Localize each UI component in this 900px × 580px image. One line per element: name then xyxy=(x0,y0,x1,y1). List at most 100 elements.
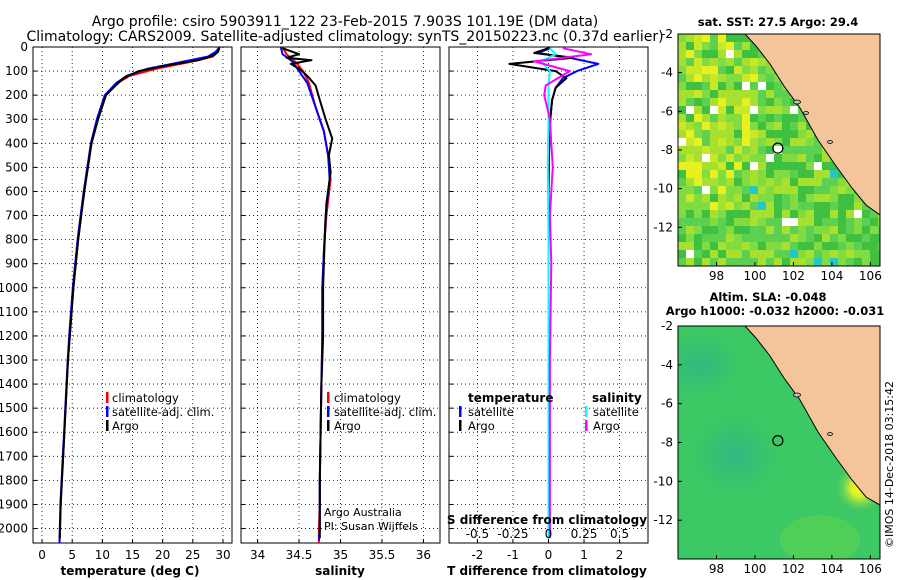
s-diff-tick-label: -0.5 xyxy=(466,527,489,541)
sst-cell xyxy=(750,122,758,130)
sumatra-land xyxy=(744,34,880,216)
sst-cell xyxy=(766,146,774,154)
sst-cell xyxy=(686,58,694,66)
sst-cell xyxy=(702,234,710,242)
sst-cell xyxy=(694,194,702,202)
sst-cell xyxy=(694,42,702,50)
sst-cell xyxy=(726,258,734,266)
x-tick-label: 10 xyxy=(95,548,110,562)
sst-cell xyxy=(702,226,710,234)
sst-cell xyxy=(702,106,710,114)
depth-tick-label: 100 xyxy=(5,64,28,78)
sst-cell xyxy=(750,130,758,138)
sst-cell xyxy=(806,170,814,178)
sst-cell xyxy=(742,154,750,162)
sst-cell xyxy=(806,130,814,138)
sst-cell xyxy=(806,258,814,266)
sst-cell xyxy=(790,234,798,242)
sst-cell xyxy=(862,242,870,250)
sst-cell xyxy=(846,210,854,218)
sst-cell xyxy=(806,234,814,242)
sst-cell xyxy=(686,98,694,106)
sst-cell xyxy=(686,250,694,258)
sst-cell xyxy=(734,162,742,170)
sst-cell xyxy=(798,250,806,258)
sst-cell xyxy=(694,122,702,130)
sst-cell xyxy=(742,146,750,154)
diff-legend-temperature-title: temperature xyxy=(468,391,553,405)
sst-cell xyxy=(806,218,814,226)
sst-cell xyxy=(718,58,726,66)
sst-cell xyxy=(774,218,782,226)
sst-cell xyxy=(718,130,726,138)
sst-cell xyxy=(830,178,838,186)
sst-cell xyxy=(806,250,814,258)
sst-cell xyxy=(758,250,766,258)
sst-cell xyxy=(702,170,710,178)
sst-cell xyxy=(830,234,838,242)
sst-cell xyxy=(742,210,750,218)
sst-cell xyxy=(766,98,774,106)
sst-cell xyxy=(806,226,814,234)
sst-cell xyxy=(798,162,806,170)
sst-cell xyxy=(878,218,880,226)
salinity-legend: climatology satellite-adj. clim. Argo xyxy=(327,391,436,433)
sst-cell xyxy=(718,218,726,226)
sst-cell xyxy=(838,242,846,250)
map-x-tick-label: 98 xyxy=(709,562,724,576)
sst-cell xyxy=(718,178,726,186)
sst-cell xyxy=(822,162,830,170)
sst-cell xyxy=(790,186,798,194)
map-x-tick-label: 104 xyxy=(820,269,843,283)
sst-cell xyxy=(710,234,718,242)
sst-cell xyxy=(678,138,686,146)
sst-cell xyxy=(742,162,750,170)
map-x-tick-label: 100 xyxy=(743,562,766,576)
x-tick-label: 34.5 xyxy=(286,548,313,562)
x-tick-label: -1 xyxy=(507,548,519,562)
sst-cell xyxy=(806,178,814,186)
legend-argo-swatch xyxy=(106,420,109,431)
sst-cell xyxy=(766,114,774,122)
sst-cell xyxy=(790,114,798,122)
depth-tick-label: 200 xyxy=(5,88,28,102)
salinity-axis-label: salinity xyxy=(315,564,365,578)
sst-cell xyxy=(774,226,782,234)
sst-cell xyxy=(822,210,830,218)
sst-cell xyxy=(758,154,766,162)
sst-cell xyxy=(734,194,742,202)
sst-cell xyxy=(742,50,750,58)
sst-cell xyxy=(774,178,782,186)
diff-legend-s-satellite-swatch xyxy=(585,406,588,417)
map-y-tick-label: -4 xyxy=(661,66,673,80)
sst-cell xyxy=(798,210,806,218)
sst-map-title: sat. SST: 27.5 Argo: 29.4 xyxy=(698,15,858,29)
sst-cell xyxy=(734,138,742,146)
sst-cell xyxy=(782,122,790,130)
sst-cell xyxy=(710,34,718,42)
sst-cell xyxy=(678,42,686,50)
sst-cell xyxy=(822,170,830,178)
sst-cell xyxy=(758,90,766,98)
sst-cell xyxy=(718,186,726,194)
sst-cell xyxy=(742,58,750,66)
sst-cell xyxy=(742,234,750,242)
sst-cell xyxy=(766,74,774,82)
sst-cell xyxy=(758,106,766,114)
sst-cell xyxy=(718,42,726,50)
sst-cell xyxy=(838,218,846,226)
diff-legend-t-satellite-swatch xyxy=(459,406,462,417)
x-tick-label: 36 xyxy=(416,548,431,562)
sst-cell xyxy=(734,250,742,258)
sst-cell xyxy=(726,90,734,98)
sst-cell xyxy=(726,58,734,66)
sst-cell xyxy=(686,130,694,138)
x-tick-label: 0 xyxy=(545,548,553,562)
sst-cell xyxy=(782,258,790,266)
sst-cell xyxy=(702,114,710,122)
sst-cell xyxy=(862,258,870,266)
map-y-tick-label: -2 xyxy=(661,27,673,41)
sst-cell xyxy=(822,250,830,258)
depth-tick-label: 1000 xyxy=(0,281,28,295)
sst-cell xyxy=(750,258,758,266)
